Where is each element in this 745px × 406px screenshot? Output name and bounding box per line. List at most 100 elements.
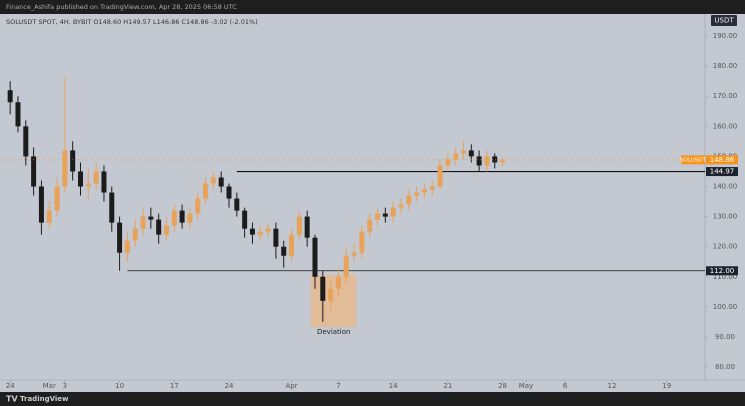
candle-body: [101, 171, 107, 193]
level-tag: [706, 167, 738, 177]
candle-body: [249, 228, 255, 235]
candle-body: [414, 192, 420, 196]
candle-body: [500, 159, 506, 163]
candle-body: [296, 216, 302, 235]
x-tick-label: 10: [115, 382, 124, 390]
candle-body: [7, 90, 13, 103]
candle-body: [359, 231, 365, 253]
annotation: Deviation: [317, 328, 350, 336]
candle-body: [312, 237, 318, 277]
candle-body: [46, 210, 52, 223]
x-tick-label: Mar: [43, 382, 56, 390]
brand-logo: TV: [6, 395, 18, 404]
candle-body: [437, 165, 443, 187]
candle-body: [273, 228, 279, 247]
candle-body: [460, 150, 466, 154]
y-tick-label: 90.00: [715, 333, 735, 341]
candle-body: [163, 225, 169, 235]
candle-body: [93, 171, 99, 184]
level-label: 112.00: [710, 267, 735, 275]
candle-body: [367, 219, 373, 232]
candle-body: [484, 156, 490, 166]
candle-body: [429, 186, 435, 190]
candle-body: [210, 177, 216, 184]
candle-body: [23, 126, 29, 157]
candle-body: [476, 156, 482, 166]
candle-body: [156, 219, 162, 235]
y-tick-label: 80.00: [715, 363, 735, 371]
candle-body: [15, 102, 21, 127]
x-tick-label: 17: [170, 382, 179, 390]
candle-body: [382, 213, 388, 217]
candle-body: [31, 156, 37, 187]
y-tick-label: 100.00: [713, 303, 738, 311]
candle-body: [398, 204, 404, 208]
candle-body: [492, 156, 498, 163]
candle-body: [335, 276, 341, 289]
candle-body: [78, 171, 84, 187]
y-tick-label: 190.00: [713, 32, 738, 40]
candle-body: [375, 213, 381, 220]
x-tick-label: 6: [563, 382, 568, 390]
y-tick-label: 140.00: [713, 183, 738, 191]
x-tick-label: Apr: [285, 382, 297, 390]
candle-body: [109, 192, 115, 223]
candle-body: [281, 246, 287, 256]
x-tick-label: 24: [225, 382, 234, 390]
candle-body: [117, 222, 123, 253]
candle-body: [390, 207, 396, 217]
candle-body: [124, 240, 130, 253]
candle-body: [242, 210, 248, 229]
y-tick-label: 160.00: [713, 122, 738, 130]
candle-body: [351, 252, 357, 256]
candle-body: [234, 198, 240, 211]
candle-body: [70, 150, 76, 172]
candle-body: [179, 210, 185, 223]
candle-body: [148, 216, 154, 220]
publisher: Finance_Ashifa published on TradingView.…: [6, 3, 237, 11]
candle-body: [171, 210, 177, 226]
x-tick-label: 7: [336, 382, 340, 390]
candle-body: [320, 276, 326, 301]
currency-box: [711, 15, 737, 26]
candle-body: [203, 183, 209, 199]
y-tick-label: 130.00: [713, 213, 738, 221]
candle-body: [132, 228, 138, 241]
x-tick-label: 14: [389, 382, 398, 390]
candle-body: [265, 228, 271, 232]
candle-body: [140, 216, 146, 229]
currency: USDT: [714, 17, 734, 25]
x-tick-label: 19: [662, 382, 671, 390]
candle-body: [195, 198, 201, 214]
candle-body: [343, 255, 349, 277]
level-label: 144.97: [710, 168, 735, 176]
candle-body: [328, 288, 334, 301]
candle-body: [62, 150, 68, 187]
candle-body: [453, 153, 459, 160]
level-tag: [706, 266, 738, 276]
x-tick-label: 12: [608, 382, 617, 390]
candle-body: [85, 183, 91, 187]
candle-body: [38, 186, 44, 223]
candle-body: [257, 231, 263, 235]
candle-body: [406, 195, 412, 205]
x-tick-label: 21: [443, 382, 452, 390]
candle-body: [468, 150, 474, 157]
y-tick-label: 120.00: [713, 243, 738, 251]
candle-body: [218, 177, 224, 187]
y-tick-label: 170.00: [713, 92, 738, 100]
chart-title: SOLUSDT SPOT, 4H, BYBIT O148.60 H149.57 …: [6, 18, 258, 26]
x-tick-label: 28: [498, 382, 507, 390]
candle-body: [187, 213, 193, 223]
plot-background: [0, 14, 745, 392]
x-tick-label: May: [519, 382, 533, 390]
x-tick-label: 24: [6, 382, 15, 390]
last-price-name: SOLUSDT: [680, 157, 706, 163]
last-price-tag: [706, 155, 738, 165]
candle-body: [421, 189, 427, 193]
y-tick-label: 180.00: [713, 62, 738, 70]
y-tick-label: 110.00: [713, 273, 738, 281]
candle-body: [289, 234, 295, 256]
